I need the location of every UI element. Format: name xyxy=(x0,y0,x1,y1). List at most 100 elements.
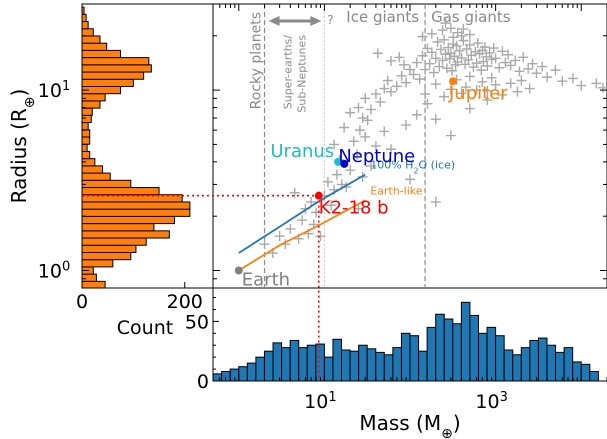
exoplanet-marker xyxy=(523,63,534,74)
exoplanet-marker xyxy=(348,136,359,147)
region-label-question-mark: ? xyxy=(327,13,333,27)
mass-histogram-bar xyxy=(323,356,334,382)
mass-tick-exponent: 1 xyxy=(328,390,336,405)
exoplanet-marker xyxy=(428,67,439,78)
exoplanet-marker xyxy=(401,77,412,88)
exoplanet-marker xyxy=(482,60,493,71)
exoplanet-marker xyxy=(386,144,397,155)
radius-histogram-bar xyxy=(81,223,155,232)
radius-tick-label: 101 xyxy=(38,79,70,103)
exoplanet-marker xyxy=(398,59,409,70)
exoplanet-marker xyxy=(411,109,422,120)
exoplanet-marker xyxy=(488,43,499,54)
mass-axis-symbol: ⊕ xyxy=(441,426,453,439)
exoplanet-marker xyxy=(360,93,371,104)
mass-histogram-bar xyxy=(409,335,420,382)
mass-histogram-bar xyxy=(263,350,274,382)
radius-histogram-bar xyxy=(81,187,160,196)
exoplanet-marker xyxy=(437,55,448,66)
exoplanet-marker xyxy=(476,65,487,76)
exoplanet-marker xyxy=(445,84,456,95)
exoplanet-marker xyxy=(306,196,317,207)
ice-model-label-subscript: 2 xyxy=(413,166,418,175)
exoplanet-marker xyxy=(357,113,368,124)
exoplanet-marker xyxy=(259,239,270,250)
exoplanet-marker xyxy=(408,69,419,80)
radius-histogram-bar xyxy=(81,280,106,289)
radius-tick-exponent: 1 xyxy=(62,79,70,94)
exoplanet-marker xyxy=(353,203,364,214)
radius-histogram-bar xyxy=(81,57,150,66)
mass-histogram-bar xyxy=(332,338,343,382)
mass-histogram-bar xyxy=(477,332,488,382)
radius-histogram-bar xyxy=(81,208,191,217)
exoplanet-marker xyxy=(386,86,397,97)
radius-axis-label: Radius (R⊕) xyxy=(7,89,38,204)
exoplanet-marker xyxy=(464,71,475,82)
exoplanet-marker xyxy=(405,174,415,185)
exoplanet-marker xyxy=(505,78,516,89)
exoplanet-marker xyxy=(432,36,443,47)
mass-histogram-bar xyxy=(563,347,574,382)
mass-histogram-bar xyxy=(435,313,445,382)
radius-histogram-bar xyxy=(81,107,93,116)
super-earth-range-arrow-left-head xyxy=(268,16,280,26)
radius-histogram-bar xyxy=(81,114,92,124)
exoplanet-marker xyxy=(289,187,300,198)
mass-histogram-bar xyxy=(529,339,539,382)
mass-histogram-bar xyxy=(281,347,291,382)
count-tick-label: 0 xyxy=(76,291,88,313)
mass-tick-label: 103 xyxy=(475,390,507,414)
exoplanet-marker xyxy=(329,139,340,150)
exoplanet-marker xyxy=(471,85,482,96)
mass-histogram-bar xyxy=(375,351,385,382)
planet-label-jupiter: Jupiter xyxy=(448,83,508,104)
mass-histogram-bar xyxy=(426,326,437,382)
exoplanet-marker xyxy=(524,83,535,94)
earth-like-model-label: Earth-like xyxy=(370,184,423,197)
mass-tick-label: 101 xyxy=(304,390,336,414)
exoplanet-marker xyxy=(274,231,285,242)
exoplanet-marker xyxy=(426,28,437,39)
mass-histogram-bar xyxy=(520,347,531,382)
mass-axis-close-paren: ) xyxy=(453,411,461,435)
exoplanet-marker xyxy=(537,61,548,72)
radius-axis-close-paren: ) xyxy=(7,89,31,97)
mass-histogram-panel: 0 50 101 103 Mass (M⊕) xyxy=(185,288,607,439)
exoplanet-marker xyxy=(339,122,350,133)
mass-histogram-bar xyxy=(392,347,402,382)
exoplanet-marker xyxy=(494,62,505,73)
exoplanet-marker xyxy=(456,88,467,99)
mass-histogram-bar xyxy=(238,366,248,382)
planet-label-k2-18-b: K2-18 b xyxy=(319,198,389,219)
region-label-gas-giants: Gas giants xyxy=(431,8,511,26)
exoplanet-marker xyxy=(401,120,412,131)
radius-tick-exponent: 0 xyxy=(62,259,70,274)
exoplanet-marker xyxy=(518,52,529,63)
radius-histogram-bar xyxy=(81,13,87,23)
planet-marker-uranus xyxy=(334,157,343,166)
exoplanet-marker xyxy=(598,82,607,93)
radius-histogram-bar xyxy=(81,136,91,145)
radius-histogram-bar xyxy=(81,237,147,246)
exoplanet-marker xyxy=(382,75,393,86)
exoplanet-marker xyxy=(445,23,456,34)
radius-histogram-bar xyxy=(81,71,145,80)
exoplanet-marker xyxy=(451,40,462,51)
mass-histogram-bar xyxy=(469,314,479,382)
super-earth-range-arrow-right-head xyxy=(310,16,322,26)
exoplanet-marker xyxy=(360,131,371,142)
exoplanet-marker xyxy=(527,58,538,69)
radius-histogram-bar xyxy=(81,230,170,239)
exoplanet-marker xyxy=(372,48,383,59)
mass-histogram-bar xyxy=(315,343,325,382)
radius-histogram-bar xyxy=(81,78,134,87)
exoplanet-marker xyxy=(353,102,364,113)
exoplanet-marker xyxy=(505,60,516,71)
exoplanet-marker xyxy=(444,53,455,64)
mass-histogram-bar xyxy=(512,354,522,382)
exoplanet-marker xyxy=(456,30,467,41)
mass-histogram-bar xyxy=(503,349,514,382)
